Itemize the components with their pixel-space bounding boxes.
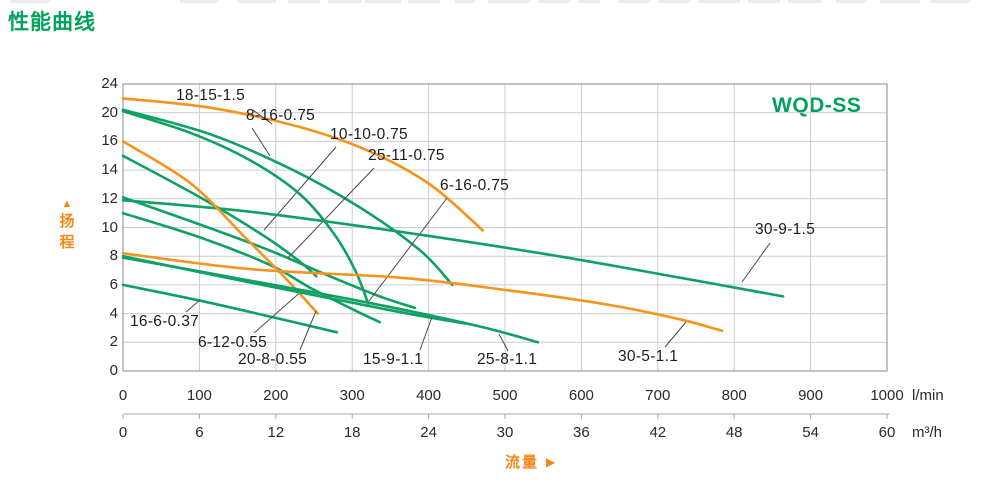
x-tick-label-m3h: 54 [802, 424, 819, 441]
artifact-dash [578, 0, 600, 3]
artifact-dash [365, 0, 401, 3]
pump-curve-25-8-1.1 [121, 256, 540, 344]
y-tick-label: 4 [109, 304, 118, 322]
leader-line-20-8-0.55 [299, 310, 317, 351]
x-tick-label-m3h: 48 [725, 424, 743, 441]
leader-line-6-16-0.75 [368, 197, 448, 302]
x-tick-label-lmin: 900 [798, 387, 824, 404]
y-tick-label: 6 [109, 275, 118, 293]
y-tick-label: 10 [101, 218, 118, 236]
leader-line-25-8-1.1 [498, 333, 509, 352]
leader-line-8-16-0.75 [251, 127, 271, 157]
artifact-dash [658, 0, 690, 3]
x-tick-label-m3h: 30 [496, 424, 514, 441]
x-tick-label-lmin: 0 [118, 387, 128, 404]
right-arrow-icon: ▶ [546, 454, 556, 469]
artifact-dash [408, 0, 440, 3]
x-tick-label-lmin: 600 [568, 387, 594, 404]
x-tick-label-m3h: 18 [343, 424, 361, 441]
artifact-dash [836, 0, 866, 3]
artifact-dash [930, 0, 970, 3]
pump-curve-30-9-1.5 [121, 198, 785, 298]
x-tick-label-lmin: 1000 [870, 387, 904, 404]
y-axis-title-head: ▲ 扬 程 [54, 197, 80, 253]
x-tick-label-lmin: 500 [492, 387, 518, 404]
artifact-dash [238, 0, 276, 3]
artifact-dash [455, 0, 475, 3]
artifact-dash [788, 0, 822, 3]
y-axis-title-char-2: 程 [59, 234, 75, 251]
curve-label-25-8-1.1: 25-8-1.1 [477, 351, 538, 368]
curve-label-8-16-0.75: 8-16-0.75 [246, 107, 316, 124]
y-tick-label: 20 [101, 103, 118, 121]
artifact-dash [328, 0, 362, 3]
primary-x-unit: l/min [912, 387, 944, 404]
artifact-dash [180, 0, 218, 3]
secondary-x-unit: m³/h [912, 424, 942, 441]
x-tick-label-lmin: 400 [416, 387, 442, 404]
pump-curve-18-15-1.5 [121, 97, 485, 232]
leader-line-6-12-0.55 [253, 288, 305, 334]
curve-label-20-8-0.55: 20-8-0.55 [238, 351, 308, 368]
plot-border [122, 83, 888, 372]
x-tick-label-m3h: 0 [118, 424, 128, 441]
y-tick-label: 2 [109, 333, 118, 351]
x-tick-label-lmin: 800 [721, 387, 747, 404]
y-axis-title-char-1: 扬 [59, 213, 75, 230]
curve-label-30-9-1.5: 30-9-1.5 [755, 221, 816, 238]
x-tick-label-m3h: 42 [649, 424, 667, 441]
artifact-dash [618, 0, 650, 3]
pump-curve-25-11-0.75 [121, 196, 417, 310]
x-tick-label-lmin: 200 [263, 387, 289, 404]
pump-curve-8-16-0.75 [121, 108, 454, 287]
pump-model-label: WQD-SS [772, 94, 862, 117]
curve-label-6-12-0.55: 6-12-0.55 [198, 334, 268, 351]
leader-line-30-9-1.5 [741, 242, 771, 283]
leader-line-15-9-1.1 [419, 316, 433, 351]
x-tick-label-lmin: 100 [186, 387, 212, 404]
leader-line-16-6-0.37 [185, 299, 201, 313]
artifact-dash [748, 0, 780, 3]
pump-curve-16-6-0.37 [121, 283, 339, 334]
pump-curve-30-5-1.1 [121, 252, 724, 333]
pump-curve-6-16-0.75 [121, 110, 370, 305]
x-axis-title-text: 流量 [505, 454, 540, 471]
up-arrow-icon: ▲ [61, 198, 73, 210]
leader-line-30-5-1.1 [664, 321, 687, 348]
artifact-dash [10, 0, 50, 3]
curve-label-10-10-0.75: 10-10-0.75 [330, 126, 408, 143]
x-tick-label-m3h: 6 [195, 424, 204, 441]
curve-label-18-15-1.5: 18-15-1.5 [176, 87, 246, 104]
y-tick-label: 12 [101, 189, 118, 207]
x-tick-label-m3h: 12 [267, 424, 285, 441]
artifact-dash [698, 0, 740, 3]
x-tick-label-lmin: 300 [339, 387, 365, 404]
curve-label-16-6-0.37: 16-6-0.37 [130, 313, 200, 330]
y-tick-label: 8 [109, 247, 118, 265]
leader-line-25-11-0.75 [287, 167, 375, 259]
x-tick-label-m3h: 36 [573, 424, 590, 441]
x-tick-label-m3h: 24 [420, 424, 437, 441]
page-title: 性能曲线 [8, 11, 96, 34]
x-tick-label-lmin: 700 [645, 387, 671, 404]
x-tick-label-m3h: 60 [878, 424, 896, 441]
curve-label-25-11-0.75: 25-11-0.75 [368, 147, 445, 164]
pump-curve-6-12-0.55 [121, 211, 381, 324]
leader-line-10-10-0.75 [263, 146, 337, 231]
artifact-dash [880, 0, 920, 3]
artifact-dash [288, 0, 320, 3]
artifact-dash [538, 0, 570, 3]
y-tick-label: 0 [109, 362, 118, 379]
artifact-dash [488, 0, 530, 3]
y-tick-label: 16 [101, 132, 118, 150]
x-axis-title-flow: 流量 ▶ [505, 451, 555, 472]
curve-label-15-9-1.1: 15-9-1.1 [363, 351, 424, 368]
y-tick-label: 24 [101, 75, 118, 92]
leader-line-18-15-1.5 [252, 109, 273, 125]
y-tick-label: 14 [101, 161, 118, 179]
curve-label-6-16-0.75: 6-16-0.75 [440, 177, 510, 194]
curve-label-30-5-1.1: 30-5-1.1 [618, 348, 679, 365]
